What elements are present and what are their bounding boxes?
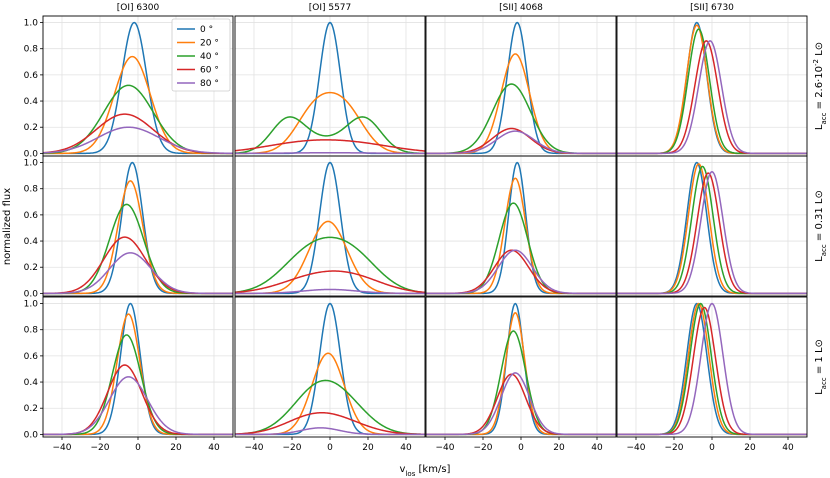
series-line-80deg (235, 151, 425, 155)
x-axis-label: vlos [km/s] (400, 464, 451, 478)
panel-r0-c0: 0.0 0.2 0.4 0.6 0.8 1.0 (24, 15, 234, 159)
panel-r1-c1 (234, 155, 426, 297)
legend-label: 0 ° (200, 25, 213, 35)
y-tick-label: 0.4 (24, 237, 39, 247)
x-tick-label: −40 (245, 443, 264, 453)
y-tick-label: 0.0 (24, 149, 39, 159)
series-line-20deg (43, 55, 233, 155)
legend-box (171, 18, 231, 92)
y-tick-label: 0.0 (24, 289, 39, 299)
y-tick-label: 0.8 (24, 185, 39, 195)
y-tick-label: 0.4 (24, 378, 39, 388)
y-tick-label: 0.6 (24, 352, 39, 362)
x-tick-label: 20 (170, 443, 182, 453)
y-tick-label: 0.2 (24, 123, 38, 133)
y-tick-label: 0.2 (24, 404, 38, 414)
legend-label: 40 ° (200, 52, 219, 62)
x-tick-label: 0 (709, 443, 715, 453)
row-label: Lacc = 1 L⊙ (814, 339, 828, 395)
series-line-80deg (235, 427, 425, 436)
y-tick-label: 0.2 (24, 263, 38, 273)
series-line-80deg (617, 302, 807, 436)
series-line-40deg (234, 379, 426, 436)
y-tick-label: 0.4 (24, 97, 39, 107)
panel-r0-c2 (425, 15, 617, 157)
panel-r1-c3 (616, 155, 808, 297)
series-line-60deg (234, 139, 426, 152)
y-tick-label: 0.6 (24, 211, 39, 221)
row-label: Lacc = 2.6·10-2 L⊙ (812, 42, 828, 130)
x-tick-label: 0 (518, 443, 524, 453)
series-line-80deg (617, 40, 807, 155)
series-line-80deg (426, 372, 616, 436)
panel-frame (42, 155, 234, 297)
panel-r2-c3: −40 −20 0 20 40 (616, 296, 808, 453)
panel-r2-c0: 0.0 0.2 0.4 0.6 0.8 1.0 −40 −20 0 20 40 (24, 296, 234, 453)
column-title: [SII] 6730 (690, 3, 734, 13)
series-line-40deg (234, 236, 426, 294)
x-tick-label: 40 (591, 443, 603, 453)
panel-r1-c0: 0.0 0.2 0.4 0.6 0.8 1.0 (24, 155, 234, 299)
panel-r2-c1: −40 −20 0 20 40 (234, 296, 426, 453)
x-tick-label: −20 (91, 443, 110, 453)
y-tick-label: 0.6 (24, 71, 39, 81)
legend: 0 ° 20 ° 40 ° 60 ° 80 ° (171, 18, 231, 92)
series-line-20deg (235, 91, 425, 155)
panel-frame (616, 155, 808, 297)
x-tick-label: 0 (135, 443, 141, 453)
series-line-80deg (43, 376, 233, 436)
legend-label: 20 ° (200, 39, 219, 49)
series-line-80deg (42, 126, 234, 155)
column-title: [OI] 5577 (309, 3, 352, 13)
x-tick-label: −20 (474, 443, 493, 453)
series-line-80deg (426, 249, 616, 295)
panel-r0-c3 (616, 15, 808, 157)
series-line-80deg (43, 252, 233, 295)
y-axis-label: normalized flux (2, 188, 13, 265)
y-tick-label: 1.0 (24, 300, 39, 310)
panel-r1-c2 (425, 155, 617, 297)
panel-frame (234, 155, 426, 297)
x-tick-label: 20 (553, 443, 565, 453)
row-label: Lacc = 0.31 L⊙ (814, 190, 828, 262)
x-tick-label: 20 (744, 443, 756, 453)
x-tick-label: −40 (627, 443, 646, 453)
x-tick-label: −20 (665, 443, 684, 453)
x-tick-label: −40 (53, 443, 72, 453)
x-tick-label: 40 (400, 443, 412, 453)
series-line-60deg (234, 411, 426, 436)
x-tick-label: 0 (327, 443, 333, 453)
panel-frame (425, 155, 617, 297)
legend-label: 80 ° (200, 79, 219, 89)
column-title: [OI] 6300 (117, 3, 160, 13)
panel-r2-c2: −40 −20 0 20 40 (425, 296, 617, 453)
x-tick-label: 40 (782, 443, 794, 453)
column-title: [SII] 4068 (499, 3, 543, 13)
x-tick-label: −40 (436, 443, 455, 453)
series-line-80deg (235, 288, 425, 295)
series-line-80deg (426, 130, 616, 155)
series-line-80deg (617, 170, 807, 295)
y-tick-label: 0.8 (24, 326, 39, 336)
x-tick-label: 20 (362, 443, 374, 453)
y-tick-label: 0.0 (24, 430, 39, 440)
y-tick-label: 0.8 (24, 45, 39, 55)
y-tick-label: 1.0 (24, 159, 39, 169)
y-tick-label: 1.0 (24, 19, 39, 29)
x-tick-label: −20 (283, 443, 302, 453)
panel-r0-c1 (234, 15, 426, 157)
series-line-60deg (234, 270, 426, 294)
series-line-40deg (234, 116, 426, 155)
x-tick-label: 40 (208, 443, 220, 453)
legend-label: 60 ° (200, 66, 219, 76)
